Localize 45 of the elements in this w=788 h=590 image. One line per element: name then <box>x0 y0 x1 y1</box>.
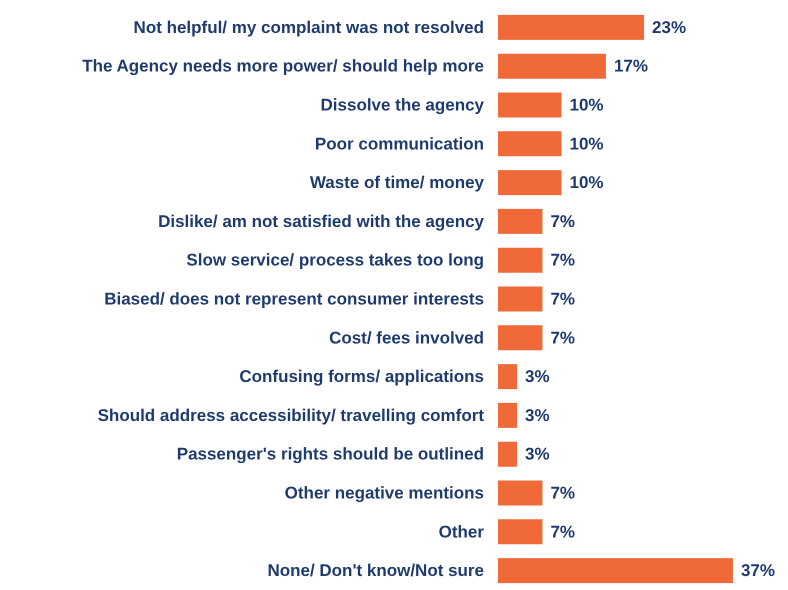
bar <box>498 402 518 428</box>
bar <box>498 286 542 312</box>
bar <box>498 248 542 273</box>
bar <box>498 92 562 118</box>
y-tick-label: Cost/ fees involved <box>329 328 484 348</box>
bar <box>498 54 606 79</box>
y-tick-label: Dissolve the agency <box>320 96 485 114</box>
bar <box>498 442 518 467</box>
bar <box>498 364 518 390</box>
bar <box>498 480 542 506</box>
data-label: 3% <box>525 367 550 386</box>
bar <box>498 14 644 40</box>
y-tick-label: Other <box>438 522 484 542</box>
data-label: 7% <box>550 250 576 270</box>
y-tick-label: Dislike/ am not satisfied with the agency <box>158 212 485 231</box>
data-label: 7% <box>550 212 576 231</box>
bar <box>498 131 562 156</box>
y-tick-label: Should address accessibility/ travelling comfort <box>98 406 484 425</box>
data-label: 7% <box>550 328 576 348</box>
y-tick-label: The Agency needs more power/ should help more <box>82 56 484 76</box>
bar <box>498 558 733 584</box>
data-label: 17% <box>614 56 648 76</box>
y-tick-label: Not helpful/ my complaint was not resolved <box>134 18 484 37</box>
data-label: 10% <box>570 134 604 154</box>
y-tick-label: Other negative mentions <box>284 484 484 502</box>
data-label: 7% <box>550 290 576 308</box>
data-label: 37% <box>740 561 775 580</box>
data-label: 10% <box>570 173 604 192</box>
y-tick-label: Slow service/ process takes too long <box>186 250 484 270</box>
y-tick-label: Passenger's rights should be outlined <box>176 444 484 464</box>
data-label: 7% <box>550 522 576 542</box>
data-label: 23% <box>652 18 686 37</box>
bar <box>498 519 542 544</box>
data-label: 3% <box>525 406 550 425</box>
data-label: 3% <box>525 444 550 464</box>
data-label: 10% <box>570 96 604 114</box>
y-tick-label: Poor communication <box>314 134 484 154</box>
bar <box>498 325 542 350</box>
y-tick-label: Confusing forms/ applications <box>239 367 484 386</box>
y-tick-label: Waste of time/ money <box>310 173 485 192</box>
y-tick-label: Biased/ does not represent consumer interests <box>104 290 484 308</box>
data-label: 7% <box>550 484 576 502</box>
bar <box>498 208 542 234</box>
y-tick-label: None/ Don't know/Not sure <box>267 561 484 580</box>
bar <box>498 170 562 196</box>
